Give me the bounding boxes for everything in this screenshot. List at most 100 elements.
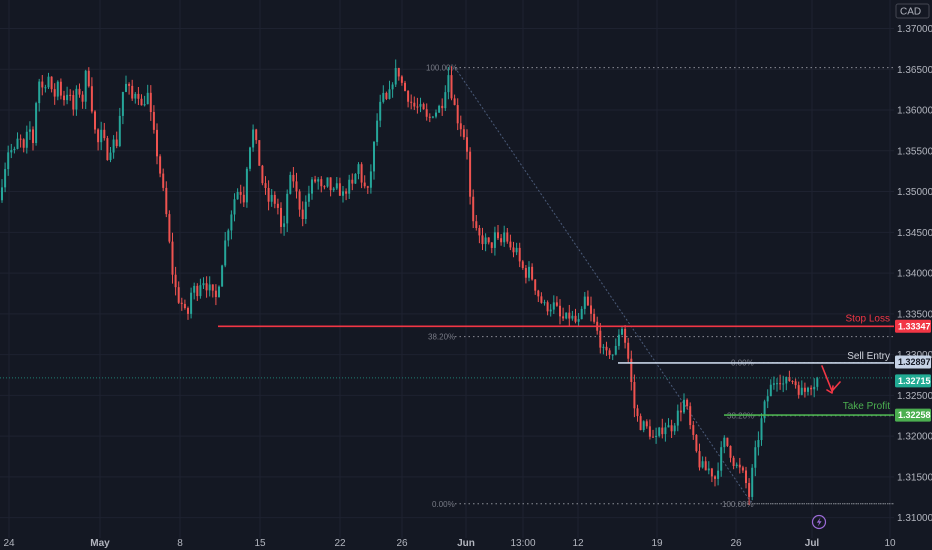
candle-body: [422, 104, 425, 110]
candle-body: [552, 302, 555, 310]
candle-body: [140, 98, 143, 106]
candle-body: [10, 150, 13, 153]
take-profit-label: Take Profit: [843, 401, 890, 412]
candle-body: [149, 92, 152, 113]
x-tick-label: 26: [396, 538, 408, 549]
candle-body: [280, 207, 282, 227]
y-tick-label: 1.32500: [897, 391, 932, 402]
x-tick-label: 12: [572, 538, 584, 549]
candle-body: [509, 241, 512, 248]
candle-body: [478, 228, 481, 236]
candle-body: [317, 179, 320, 182]
y-tick-label: 1.32000: [897, 432, 932, 443]
candle-body: [568, 312, 571, 319]
candle-body: [425, 109, 428, 117]
candle-body: [738, 464, 741, 468]
candle-body: [165, 187, 168, 215]
candle-body: [506, 232, 509, 242]
fib-upper-label: 38.20%: [428, 333, 455, 342]
x-tick-label: 19: [651, 538, 663, 549]
annotations: Stop Loss Sell Entry Take Profit: [821, 313, 890, 412]
candle-body: [109, 152, 112, 161]
candle-body: [537, 290, 540, 297]
candle-body: [438, 105, 441, 113]
candle-body: [521, 261, 524, 269]
candle-body: [760, 418, 763, 441]
candle-body: [404, 82, 406, 91]
x-tick-label: Jul: [805, 538, 820, 549]
candle-body: [571, 315, 574, 319]
candle-body: [518, 247, 521, 262]
candle-body: [735, 464, 738, 466]
candle-body: [125, 83, 127, 92]
candle-body: [419, 104, 422, 107]
take-profit-price-tag-box: [895, 408, 931, 422]
candle-body: [720, 447, 723, 471]
candle-body: [56, 81, 59, 97]
candle-body: [199, 285, 202, 297]
candle-body: [72, 95, 75, 110]
candle-body: [800, 387, 803, 395]
candle-body: [118, 115, 121, 147]
candle-body: [224, 240, 227, 266]
candle-body: [100, 129, 103, 143]
candle-body: [75, 88, 78, 110]
candle-body: [391, 84, 394, 90]
candle-body: [103, 129, 106, 139]
time-axis[interactable]: 24 May 8 15 22 26 Jun 13:00 12 19 26 Jul 10: [3, 538, 896, 549]
candle-body: [16, 138, 19, 149]
candle-body: [143, 104, 146, 106]
sell-entry-price-tag-box: [895, 355, 931, 369]
candle-body: [137, 93, 140, 99]
candle-body: [239, 192, 242, 195]
candle-body: [745, 470, 747, 484]
candle-body: [723, 437, 726, 448]
trade-levels[interactable]: [0, 325, 894, 416]
arrow-head-icon: [826, 385, 834, 394]
candle-body: [661, 427, 664, 435]
candle-body: [559, 305, 561, 317]
candle-body: [7, 152, 10, 170]
candle-body: [816, 378, 819, 387]
candle-body: [273, 194, 276, 204]
candle-body: [379, 101, 382, 121]
candle-body: [689, 406, 692, 426]
candle-body: [171, 241, 174, 275]
candle-body: [47, 76, 50, 88]
candle-body: [546, 302, 549, 312]
candle-body: [298, 191, 301, 210]
currency-box[interactable]: [895, 3, 930, 19]
price-axis-area[interactable]: [894, 0, 932, 550]
y-tick-label: 1.35000: [897, 187, 932, 198]
candle-body: [90, 86, 93, 112]
candle-body: [190, 292, 193, 314]
candle-body: [531, 266, 534, 280]
fib-upper-label: 0.00%: [432, 500, 455, 509]
lightning-icon[interactable]: [811, 514, 827, 530]
candle-body: [394, 68, 397, 85]
candle-body: [701, 461, 704, 468]
candle-body: [487, 237, 490, 243]
stop-loss-price-tag-box: [895, 319, 931, 333]
x-tick-label: 10: [884, 538, 896, 549]
candle-body: [335, 183, 338, 189]
candle-body: [311, 179, 313, 194]
candle-body: [329, 177, 332, 191]
candle-body: [360, 164, 363, 183]
candle-body: [431, 116, 434, 118]
x-tick-label: 22: [334, 538, 346, 549]
candle-body: [13, 148, 16, 151]
candle-body: [785, 376, 788, 384]
candle-body: [624, 328, 627, 343]
candle-body: [645, 421, 648, 427]
candle-body: [270, 194, 273, 202]
candle-body: [707, 468, 710, 471]
candle-body: [227, 230, 230, 241]
candle-body: [131, 85, 134, 99]
candle-body: [53, 89, 56, 97]
fib-lower-label: 100.00%: [722, 500, 754, 509]
x-tick-label: May: [90, 538, 110, 549]
candle-body: [633, 382, 636, 409]
candle-body: [180, 302, 183, 304]
